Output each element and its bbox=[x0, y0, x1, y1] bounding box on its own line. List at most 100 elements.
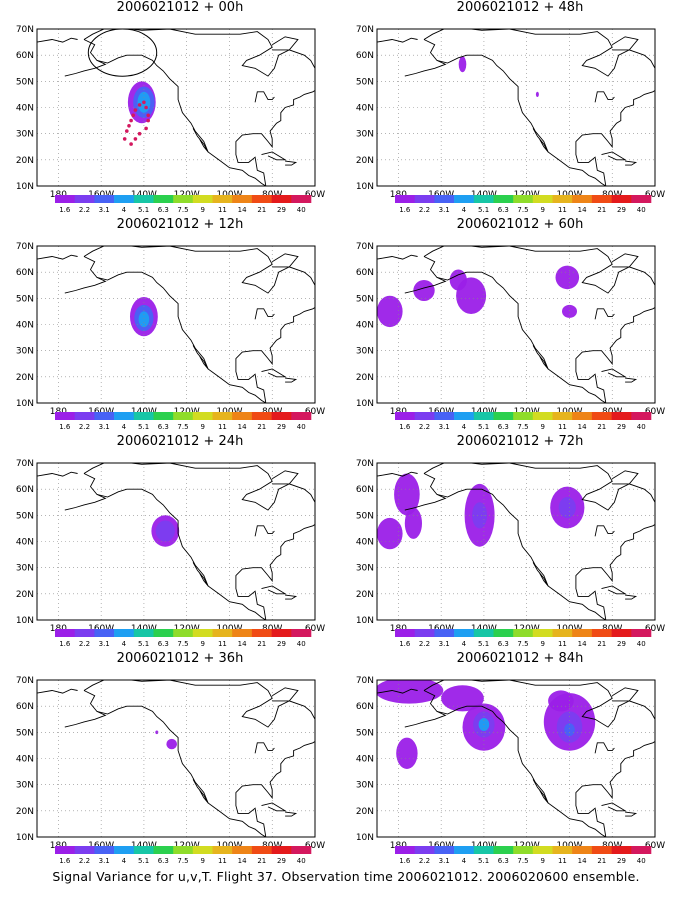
legend-label: 1.6 bbox=[59, 640, 71, 648]
variance-blob bbox=[441, 685, 484, 712]
legend-label: 9 bbox=[200, 857, 204, 865]
legend-swatch bbox=[291, 846, 312, 854]
coastline bbox=[37, 254, 78, 260]
lat-tick-label: 20N bbox=[356, 373, 374, 383]
legend-label: 29 bbox=[277, 857, 286, 865]
plot-area bbox=[377, 246, 655, 403]
coastline bbox=[611, 687, 639, 702]
coastline bbox=[83, 29, 315, 77]
legend-label: 3.1 bbox=[99, 206, 110, 214]
coastline bbox=[611, 253, 639, 268]
legend-label: 9 bbox=[200, 640, 204, 648]
legend-label: 29 bbox=[617, 206, 626, 214]
map-panel-24h: 2006021012 + 24h 10N20N30N40N50N60N70N18… bbox=[10, 434, 350, 652]
legend-label: 3.1 bbox=[99, 640, 110, 648]
legend-label: 29 bbox=[277, 640, 286, 648]
legend-label: 21 bbox=[257, 423, 266, 431]
legend-swatch bbox=[291, 195, 312, 203]
coastline bbox=[625, 811, 638, 817]
coastline bbox=[83, 246, 315, 294]
lat-tick-label: 40N bbox=[356, 104, 374, 114]
plot-frame bbox=[376, 245, 656, 404]
legend-label: 1.6 bbox=[59, 423, 71, 431]
map-svg: 10N20N30N40N50N60N70N180160W140W120W100W… bbox=[356, 459, 665, 648]
legend-label: 1.6 bbox=[59, 857, 71, 865]
legend-swatch bbox=[74, 846, 95, 854]
lat-tick-label: 60N bbox=[16, 51, 34, 61]
legend-label: 11 bbox=[218, 640, 227, 648]
coastline bbox=[271, 253, 299, 268]
lat-tick-label: 70N bbox=[356, 676, 374, 686]
legend-swatch bbox=[251, 412, 272, 420]
legend-swatch bbox=[611, 412, 632, 420]
lat-tick-label: 40N bbox=[356, 755, 374, 765]
coastline bbox=[37, 37, 78, 43]
legend-swatch bbox=[493, 412, 514, 420]
track-point bbox=[129, 118, 133, 123]
legend-label: 3.1 bbox=[439, 206, 450, 214]
legend-swatch bbox=[473, 195, 494, 203]
legend-label: 21 bbox=[597, 640, 606, 648]
legend-swatch bbox=[395, 846, 415, 854]
coastline bbox=[235, 524, 315, 620]
legend-swatch bbox=[552, 629, 573, 637]
coastline bbox=[261, 585, 287, 595]
legend-swatch bbox=[591, 629, 612, 637]
legend-swatch bbox=[212, 412, 233, 420]
legend-label: 2.2 bbox=[79, 206, 90, 214]
lat-tick-label: 10N bbox=[356, 616, 374, 626]
legend-label: 14 bbox=[238, 640, 247, 648]
legend-label: 14 bbox=[238, 423, 247, 431]
legend-swatch bbox=[493, 846, 514, 854]
legend-swatch bbox=[74, 629, 95, 637]
legend-label: 4 bbox=[462, 640, 467, 648]
lat-tick-label: 10N bbox=[16, 182, 34, 192]
legend-label: 5.1 bbox=[478, 857, 489, 865]
lat-tick-label: 70N bbox=[356, 242, 374, 252]
legend-swatch bbox=[192, 629, 213, 637]
legend-swatch bbox=[572, 629, 593, 637]
legend-swatch bbox=[434, 629, 455, 637]
panel-title: 2006021012 + 60h bbox=[456, 217, 584, 232]
coastline bbox=[254, 525, 275, 537]
legend-swatch bbox=[55, 195, 75, 203]
map-panel-48h: 2006021012 + 48h 10N20N30N40N50N60N70N18… bbox=[350, 0, 690, 218]
coastline bbox=[192, 128, 209, 153]
lat-tick-label: 20N bbox=[16, 807, 34, 817]
legend-label: 5.1 bbox=[478, 640, 489, 648]
legend-swatch bbox=[271, 846, 292, 854]
coastline bbox=[235, 307, 315, 403]
lon-tick-label: 60W bbox=[305, 841, 325, 851]
legend-swatch bbox=[552, 846, 573, 854]
lat-tick-label: 40N bbox=[16, 755, 34, 765]
map-panel-60h: 2006021012 + 60h 10N20N30N40N50N60N70N18… bbox=[350, 217, 690, 435]
coastline bbox=[254, 308, 275, 320]
lat-tick-label: 60N bbox=[356, 268, 374, 278]
legend-swatch bbox=[631, 846, 652, 854]
lat-tick-label: 30N bbox=[16, 781, 34, 791]
lat-tick-label: 30N bbox=[356, 781, 374, 791]
legend-swatch bbox=[611, 629, 632, 637]
legend-label: 7.5 bbox=[517, 857, 528, 865]
coastline bbox=[64, 59, 107, 77]
lat-tick-label: 40N bbox=[16, 321, 34, 331]
legend-swatch bbox=[631, 629, 652, 637]
legend-label: 4 bbox=[462, 423, 467, 431]
lat-tick-label: 20N bbox=[16, 590, 34, 600]
legend-swatch bbox=[94, 846, 115, 854]
track-point bbox=[146, 113, 150, 118]
legend-label: 29 bbox=[277, 206, 286, 214]
coastline bbox=[192, 779, 209, 804]
map-svg: 10N20N30N40N50N60N70N180160W140W120W100W… bbox=[16, 459, 325, 648]
variance-blob bbox=[472, 502, 488, 529]
variance-blob bbox=[564, 723, 575, 737]
legend-swatch bbox=[114, 195, 135, 203]
panel-title: 2006021012 + 24h bbox=[116, 434, 244, 449]
coastline bbox=[575, 741, 655, 837]
coastline bbox=[594, 308, 615, 320]
panel-title: 2006021012 + 00h bbox=[116, 0, 244, 15]
map-panel-12h: 2006021012 + 12h 10N20N30N40N50N60N70N18… bbox=[10, 217, 350, 435]
plot-area bbox=[37, 680, 315, 837]
coastline bbox=[532, 128, 549, 153]
legend-swatch bbox=[114, 412, 135, 420]
